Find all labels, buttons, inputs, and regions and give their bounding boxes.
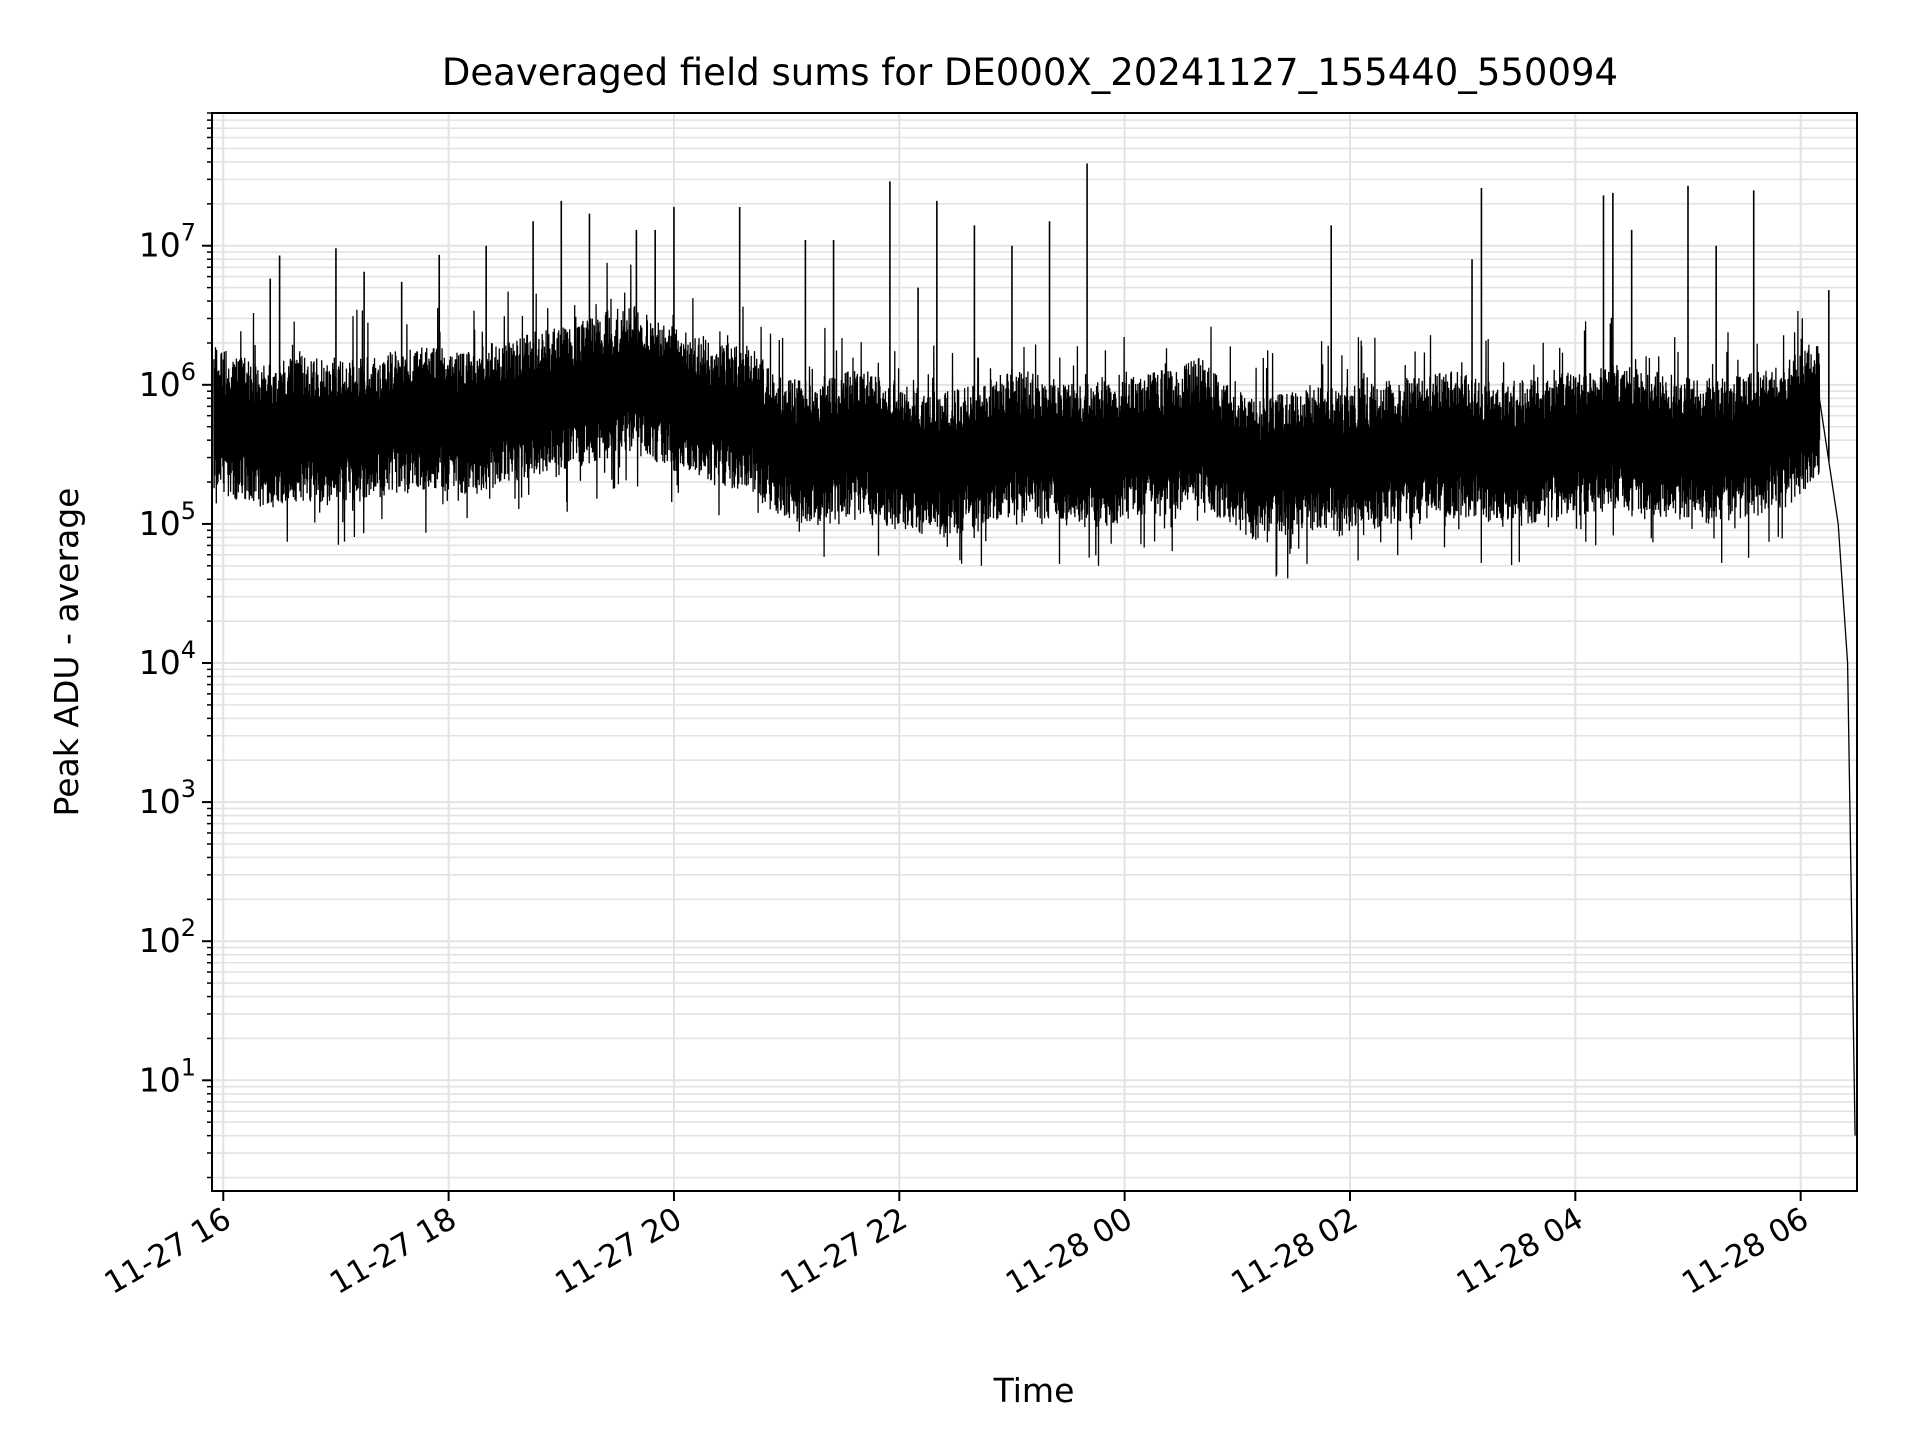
y-tick-label: 104 [139, 636, 196, 682]
x-tick-label: 11-27 22 [775, 1201, 914, 1302]
y-axis-label: Peak ADU - average [47, 488, 86, 817]
series-line [213, 262, 1856, 1136]
x-axis: 11-27 16 11-27 18 11-27 20 11-27 22 11-28 00… [99, 1191, 1815, 1302]
x-tick-label: 11-28 00 [1000, 1201, 1139, 1302]
x-axis-label: Time [993, 1371, 1075, 1410]
y-tick-label: 106 [139, 358, 196, 404]
x-tick-label: 11-28 06 [1676, 1201, 1815, 1302]
x-tick-label: 11-28 04 [1451, 1201, 1590, 1302]
plot-area [213, 163, 1856, 1136]
y-axis: 101 102 103 104 105 106 107 [139, 112, 212, 1179]
chart-title: Deaveraged field sums for DE000X_2024112… [442, 51, 1618, 94]
y-tick-label: 101 [139, 1053, 196, 1099]
x-tick-label: 11-27 20 [549, 1201, 688, 1302]
y-tick-label: 105 [139, 497, 196, 543]
axes-frame [211, 112, 1858, 1192]
x-tick-label: 11-27 16 [99, 1201, 238, 1302]
y-tick-label: 102 [139, 914, 196, 960]
y-tick-label: 107 [139, 219, 196, 265]
y-tick-label: 103 [139, 775, 196, 821]
x-tick-label: 11-28 02 [1225, 1201, 1364, 1302]
grid [212, 112, 1857, 1191]
x-tick-label: 11-27 18 [324, 1201, 463, 1302]
